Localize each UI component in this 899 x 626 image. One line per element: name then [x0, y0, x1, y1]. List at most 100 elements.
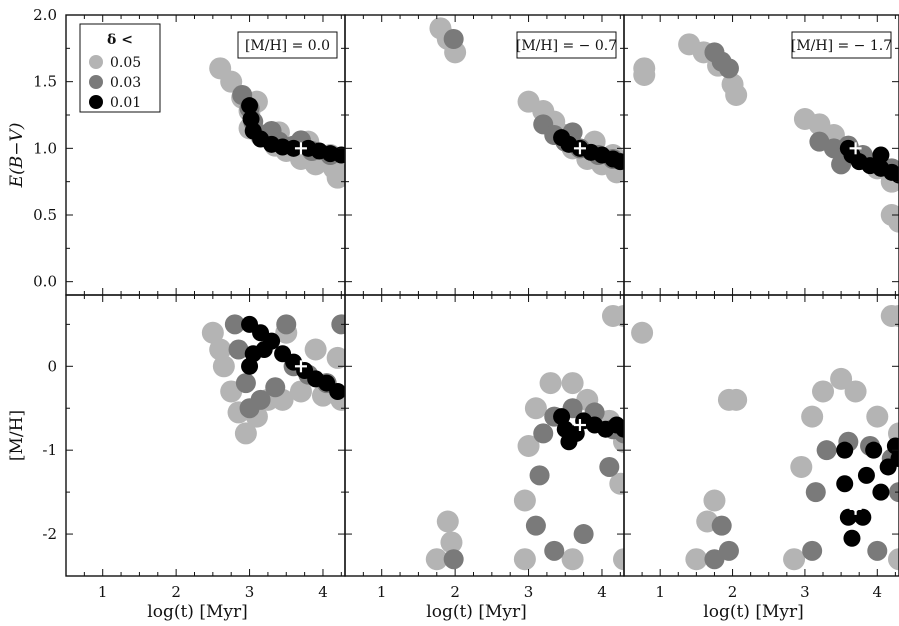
- panel-bottom-right: [631, 304, 899, 571]
- data-point-0.03: [235, 373, 256, 394]
- data-point-0.05: [888, 548, 899, 571]
- data-point-0.05: [830, 367, 853, 390]
- data-point-0.03: [529, 465, 550, 486]
- data-point-0.05: [517, 434, 540, 457]
- data-point-0.01: [843, 529, 861, 547]
- data-point-0.05: [326, 166, 345, 189]
- x-tick-label: 3: [800, 583, 810, 601]
- legend-title: δ <: [107, 32, 133, 48]
- legend-label: 0.05: [110, 55, 141, 71]
- data-point-0.01: [285, 139, 303, 157]
- data-point-0.05: [685, 548, 708, 571]
- data-point-0.05: [513, 489, 536, 512]
- data-point-0.05: [613, 304, 624, 327]
- x-tick-label: 4: [597, 583, 607, 601]
- data-point-0.05: [888, 304, 899, 327]
- data-point-0.01: [857, 466, 875, 484]
- metallicity-annotation-box: [516, 31, 617, 59]
- x-tick-label: 1: [377, 583, 387, 601]
- data-point-0.05: [633, 64, 656, 86]
- data-point-0.01: [836, 475, 854, 493]
- data-point-0.03: [711, 515, 732, 536]
- data-point-0.03: [816, 440, 837, 461]
- x-tick-label: 1: [655, 583, 665, 601]
- y-tick-label: -2: [42, 525, 57, 543]
- legend-label: 0.01: [110, 95, 141, 111]
- data-point-0.03: [533, 423, 554, 444]
- data-point-0.03: [704, 549, 725, 570]
- data-point-0.03: [889, 482, 899, 503]
- x-tick-label: 3: [245, 583, 255, 601]
- data-point-0.05: [725, 84, 748, 106]
- data-point-0.05: [783, 548, 806, 571]
- data-point-0.01: [890, 450, 899, 468]
- data-point-0.05: [725, 388, 748, 411]
- legend-label: 0.03: [110, 75, 141, 91]
- data-point-0.05: [212, 355, 235, 378]
- x-axis-label: log(t) [Myr]: [703, 602, 803, 622]
- y-tick-label: 1.0: [33, 139, 57, 157]
- data-point-0.03: [802, 540, 823, 561]
- x-tick-label: 2: [171, 583, 181, 601]
- panel-top-middle: [429, 17, 624, 184]
- data-point-0.03: [867, 540, 888, 561]
- data-point-0.05: [613, 548, 624, 571]
- data-point-0.05: [234, 422, 257, 445]
- metallicity-annotation-box: [237, 31, 338, 59]
- data-point-0.03: [276, 314, 297, 335]
- data-point-0.05: [201, 321, 224, 344]
- y-axis-label: [M/H]: [7, 410, 27, 461]
- panel-frame: [623, 294, 899, 577]
- data-point-0.05: [289, 380, 312, 403]
- x-tick-label: 3: [524, 583, 534, 601]
- data-point-0.05: [703, 489, 726, 512]
- data-point-0.05: [561, 548, 584, 571]
- data-point-0.01: [872, 146, 890, 164]
- y-tick-label: 0: [47, 357, 57, 375]
- data-point-0.01: [890, 166, 899, 184]
- data-point-0.05: [425, 548, 448, 571]
- panel-bottom-middle: [425, 304, 624, 571]
- y-tick-label: 1.5: [33, 73, 57, 91]
- data-point-0.03: [331, 314, 345, 335]
- data-point-0.03: [265, 377, 286, 398]
- data-point-0.05: [326, 346, 345, 369]
- data-point-0.03: [228, 339, 249, 360]
- y-axis-label: E(B−V): [7, 123, 27, 189]
- data-point-0.05: [513, 548, 536, 571]
- legend-swatch: [89, 75, 103, 89]
- x-tick-label: 2: [450, 583, 460, 601]
- metallicity-annotation-box: [791, 31, 892, 59]
- data-point-0.01: [611, 153, 624, 171]
- data-point-0.05: [801, 405, 824, 428]
- metallicity-annotation: [M/H] = − 1.7: [791, 38, 892, 54]
- y-tick-label: 0.5: [33, 206, 57, 224]
- data-point-0.05: [209, 338, 232, 361]
- x-axis-label: log(t) [Myr]: [147, 602, 247, 622]
- data-point-0.03: [525, 515, 546, 536]
- legend-swatch: [89, 55, 103, 69]
- data-point-0.05: [631, 321, 654, 344]
- data-point-0.03: [573, 524, 594, 545]
- data-point-0.03: [805, 482, 826, 503]
- panel-top-right: [633, 33, 899, 233]
- data-point-0.05: [790, 455, 813, 478]
- data-point-0.05: [866, 405, 889, 428]
- data-point-0.01: [836, 441, 854, 459]
- data-point-0.03: [544, 540, 565, 561]
- data-point-0.01: [615, 420, 624, 438]
- x-axis-label: log(t) [Myr]: [426, 602, 526, 622]
- data-point-0.03: [250, 389, 271, 410]
- metallicity-annotation: [M/H] = − 0.7: [516, 38, 617, 54]
- data-point-0.05: [524, 397, 547, 420]
- x-tick-label: 4: [318, 583, 328, 601]
- data-point-0.05: [304, 338, 327, 361]
- x-tick-label: 1: [98, 583, 108, 601]
- data-point-0.03: [224, 314, 245, 335]
- panel-top-left: [209, 57, 345, 189]
- data-point-0.03: [443, 549, 464, 570]
- data-point-0.03: [443, 29, 464, 49]
- data-point-0.03: [718, 58, 739, 79]
- data-point-0.05: [609, 472, 624, 495]
